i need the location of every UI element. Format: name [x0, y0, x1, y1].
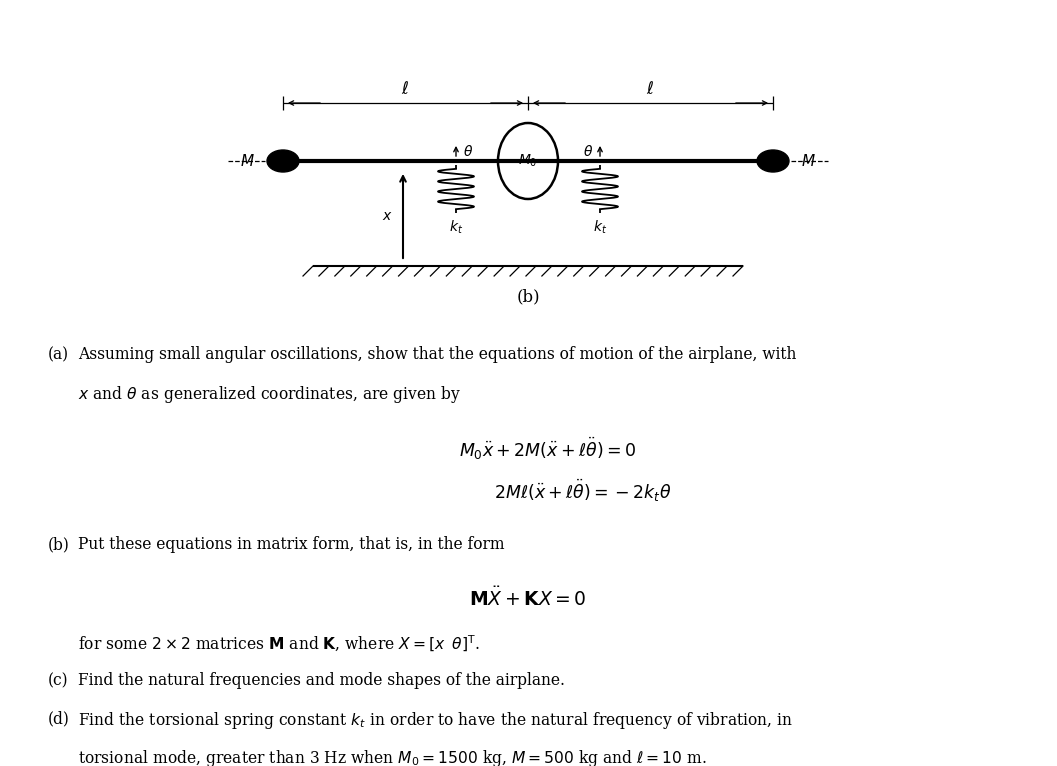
Text: $2M\ell(\ddot{x} + \ell\ddot{\theta}) = -2k_t\theta$: $2M\ell(\ddot{x} + \ell\ddot{\theta}) = …: [495, 478, 672, 504]
Ellipse shape: [267, 150, 299, 172]
Text: $M_0\ddot{x} + 2M(\ddot{x} + \ell\ddot{\theta}) = 0$: $M_0\ddot{x} + 2M(\ddot{x} + \ell\ddot{\…: [460, 436, 636, 462]
Text: $x$ and $\theta$ as generalized coordinates, are given by: $x$ and $\theta$ as generalized coordina…: [78, 384, 461, 405]
Text: Find the natural frequencies and mode shapes of the airplane.: Find the natural frequencies and mode sh…: [78, 672, 565, 689]
Text: Find the torsional spring constant $k_t$ in order to have the natural frequency : Find the torsional spring constant $k_t$…: [78, 710, 793, 731]
Text: $k_t$: $k_t$: [449, 219, 463, 237]
Text: (b): (b): [516, 288, 540, 305]
Text: (b): (b): [48, 536, 70, 553]
Text: $M$: $M$: [801, 153, 816, 169]
Text: (a): (a): [48, 346, 69, 363]
Text: $\theta$: $\theta$: [582, 143, 593, 159]
Text: Put these equations in matrix form, that is, in the form: Put these equations in matrix form, that…: [78, 536, 504, 553]
Text: $\ell$: $\ell$: [647, 81, 654, 98]
Text: Assuming small angular oscillations, show that the equations of motion of the ai: Assuming small angular oscillations, sho…: [78, 346, 796, 363]
Text: (d): (d): [48, 710, 70, 727]
Text: $\mathbf{M}\ddot{X} + \mathbf{K}X = 0$: $\mathbf{M}\ddot{X} + \mathbf{K}X = 0$: [469, 586, 587, 610]
Text: $k_t$: $k_t$: [593, 219, 607, 237]
Text: $M$: $M$: [240, 153, 255, 169]
Text: $\theta$: $\theta$: [463, 143, 474, 159]
Ellipse shape: [757, 150, 789, 172]
Text: $\ell$: $\ell$: [402, 81, 409, 98]
Text: (c): (c): [48, 672, 69, 689]
Text: for some $2 \times 2$ matrices $\mathbf{M}$ and $\mathbf{K}$, where $X = [x \;\;: for some $2 \times 2$ matrices $\mathbf{…: [78, 634, 480, 654]
Text: torsional mode, greater than 3 Hz when $M_0 = 1500$ kg, $M = 500$ kg and $\ell =: torsional mode, greater than 3 Hz when $…: [78, 748, 707, 766]
Text: $M_0$: $M_0$: [518, 152, 538, 169]
Text: $x$: $x$: [383, 209, 393, 223]
